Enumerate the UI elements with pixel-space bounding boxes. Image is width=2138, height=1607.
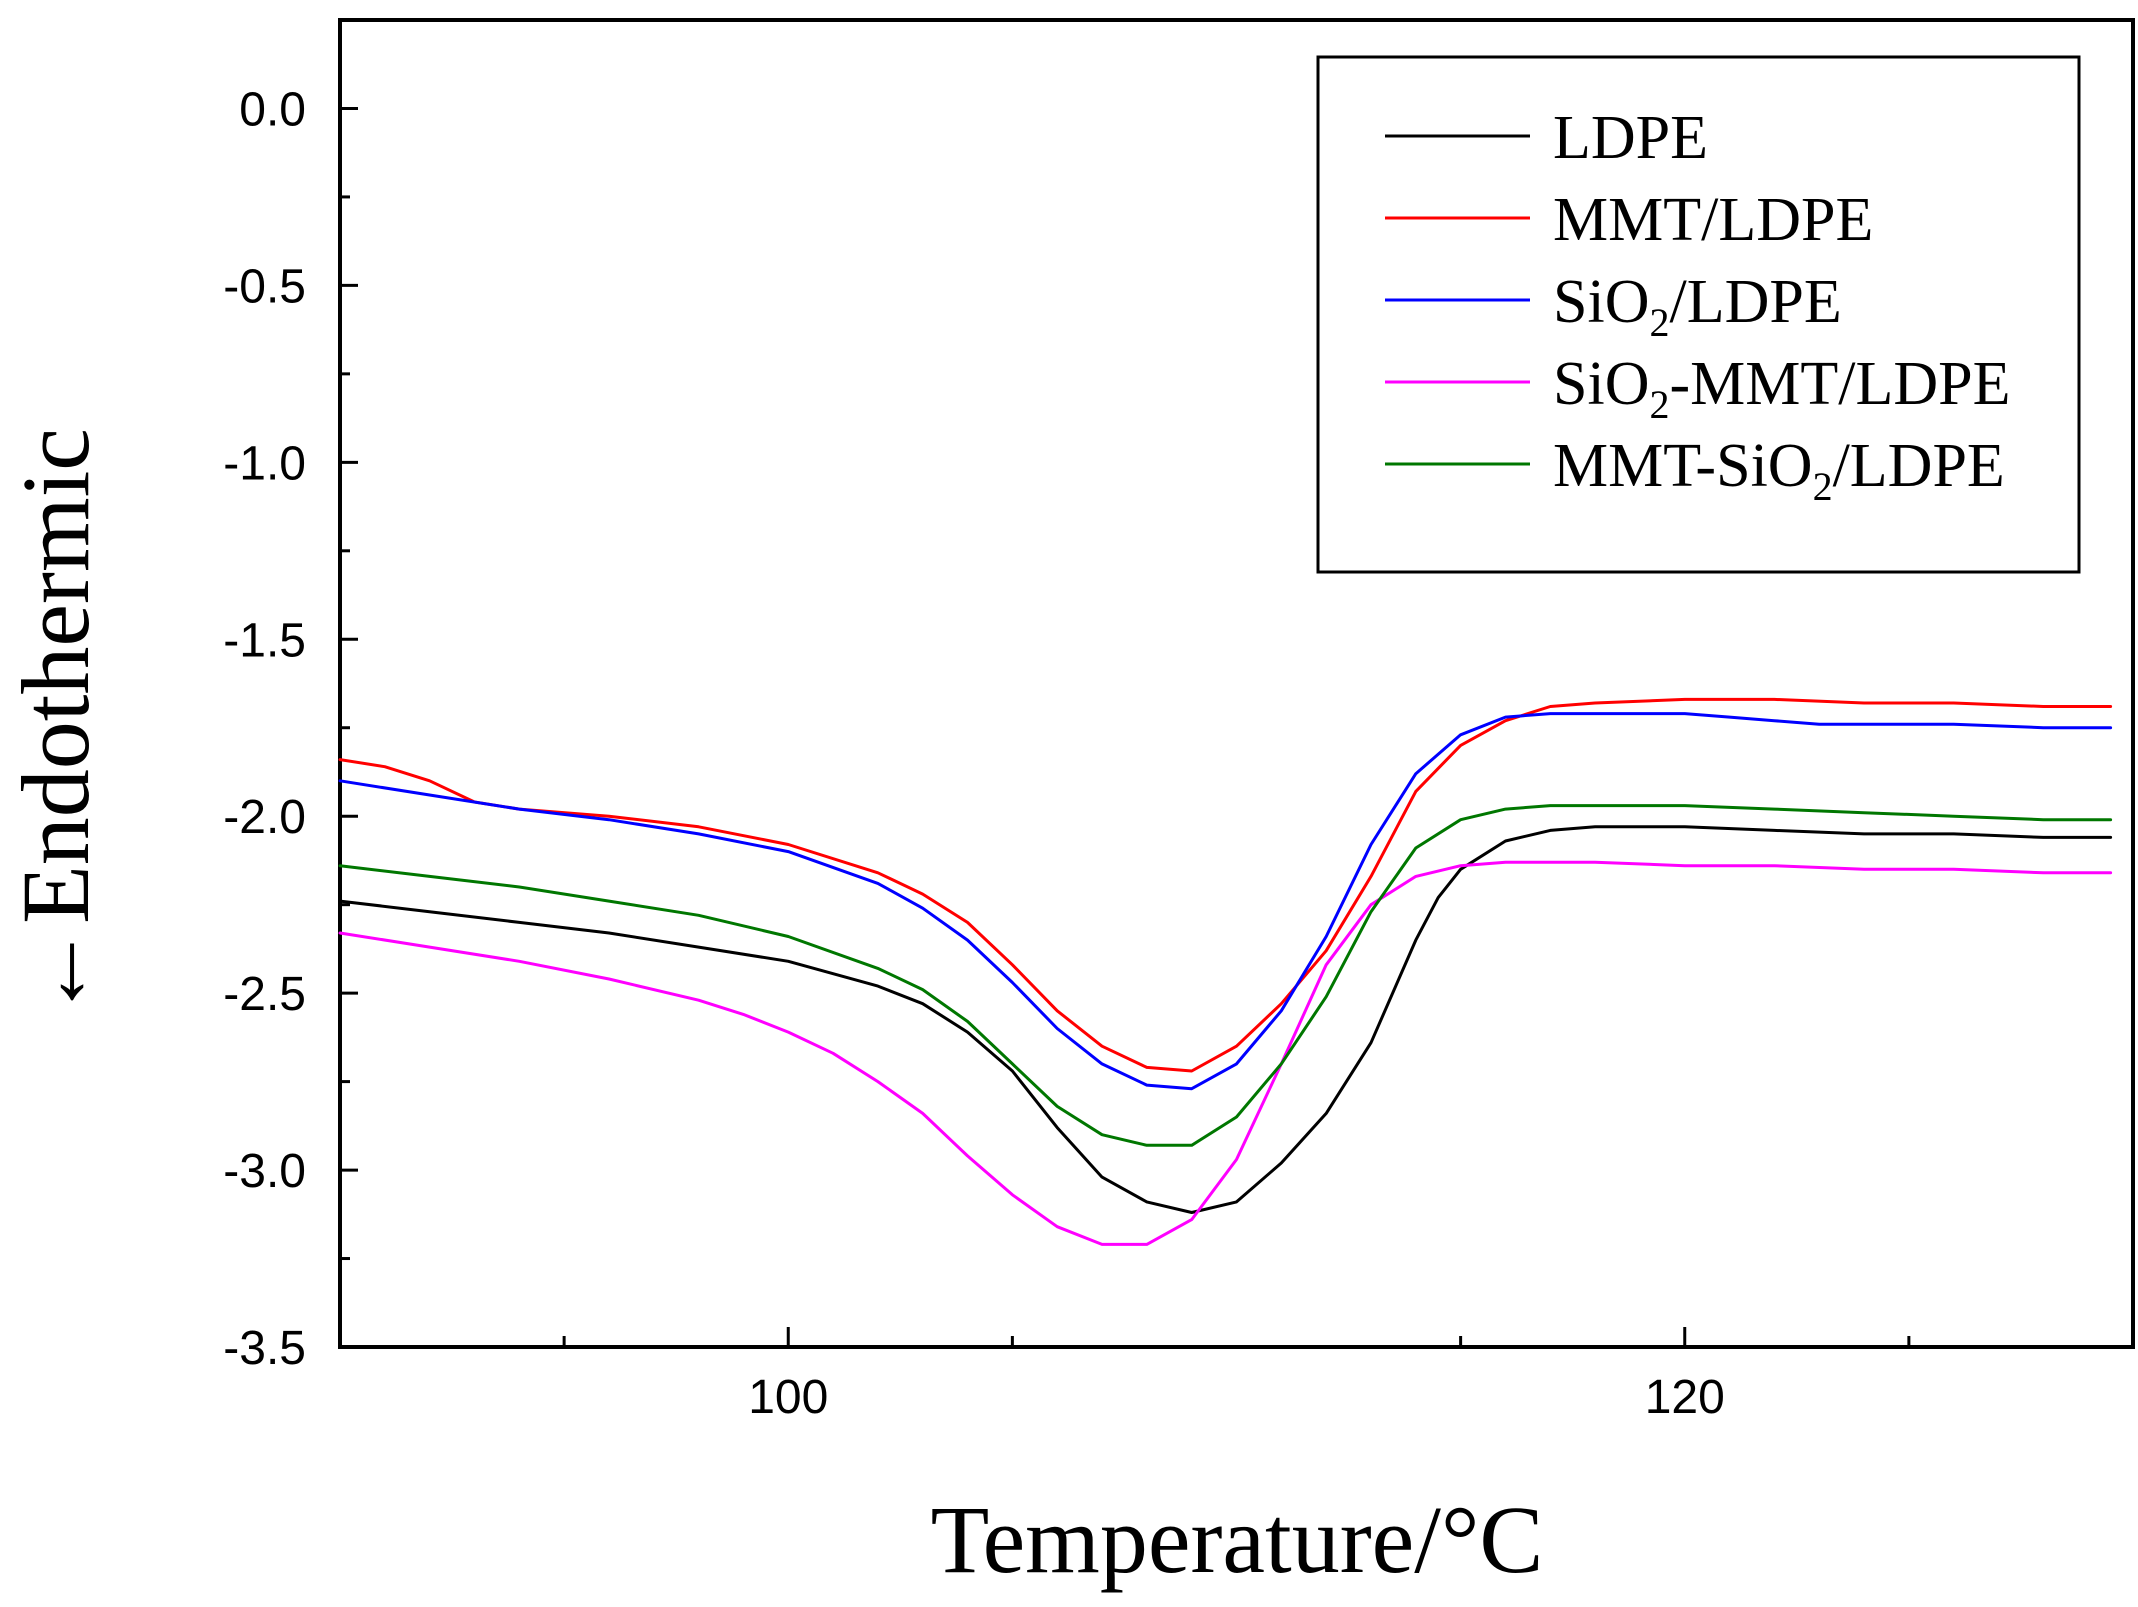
y-tick-labels: 0.0 -0.5 -1.0 -1.5 -2.0 -2.5 -3.0 -3.5	[223, 83, 306, 1375]
x-tick-labels: 100 120	[748, 1371, 1725, 1424]
legend-label: MMT/LDPE	[1553, 186, 1873, 254]
x-tick-label: 120	[1645, 1371, 1725, 1424]
axis-layer	[340, 106, 1911, 1349]
y-tick-label: -3.5	[223, 1322, 306, 1375]
y-axis-title: ←Endothermic	[2, 428, 109, 1020]
legend-entries: LDPE MMT/LDPE SiO2/LDPESiO2-MMT/LDPEMMT-Si…	[1385, 104, 2010, 509]
series-layer	[338, 697, 2113, 1246]
y-tick-label: 0.0	[239, 83, 306, 136]
series-line-3	[338, 860, 2113, 1246]
legend: LDPE MMT/LDPE SiO2/LDPESiO2-MMT/LDPEMMT-Si…	[1316, 55, 2081, 574]
series-line-1	[338, 697, 2113, 1073]
legend-label: MMT-SiO2/LDPE	[1553, 432, 2005, 509]
series-line-2	[338, 712, 2113, 1091]
x-tick-label: 100	[748, 1371, 828, 1424]
series-line-4	[338, 804, 2113, 1147]
legend-label: LDPE	[1553, 104, 1708, 172]
series-line-0	[338, 825, 2113, 1214]
y-tick-label: -2.5	[223, 968, 306, 1021]
legend-label: SiO2-MMT/LDPE	[1553, 350, 2010, 427]
legend-label: SiO2/LDPE	[1553, 268, 1842, 345]
y-tick-label: -3.0	[223, 1145, 306, 1198]
legend-box	[1316, 55, 2081, 574]
y-tick-label: -0.5	[223, 260, 306, 313]
y-tick-label: -1.5	[223, 614, 306, 667]
x-axis-title: Temperature/°C	[931, 1486, 1544, 1593]
plot-frame	[338, 18, 2135, 1349]
y-tick-label: -1.0	[223, 437, 306, 490]
y-tick-label: -2.0	[223, 791, 306, 844]
